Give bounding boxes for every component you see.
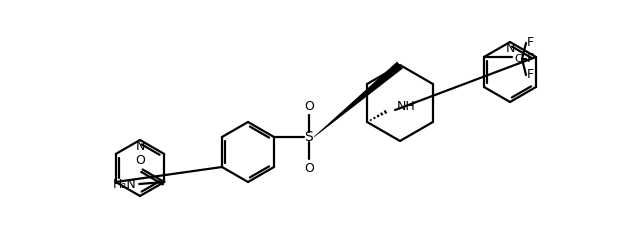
Text: S: S <box>304 130 313 144</box>
Text: NH: NH <box>397 100 416 112</box>
Text: F: F <box>526 37 534 50</box>
Text: C: C <box>514 54 522 64</box>
Text: H₂N: H₂N <box>112 177 136 191</box>
Text: O: O <box>304 100 314 112</box>
Text: O: O <box>136 154 146 167</box>
Text: O: O <box>304 162 314 174</box>
Text: N: N <box>505 42 515 55</box>
Polygon shape <box>314 61 403 137</box>
Text: F: F <box>526 69 534 81</box>
Text: N: N <box>135 141 144 153</box>
Text: F: F <box>526 52 534 65</box>
